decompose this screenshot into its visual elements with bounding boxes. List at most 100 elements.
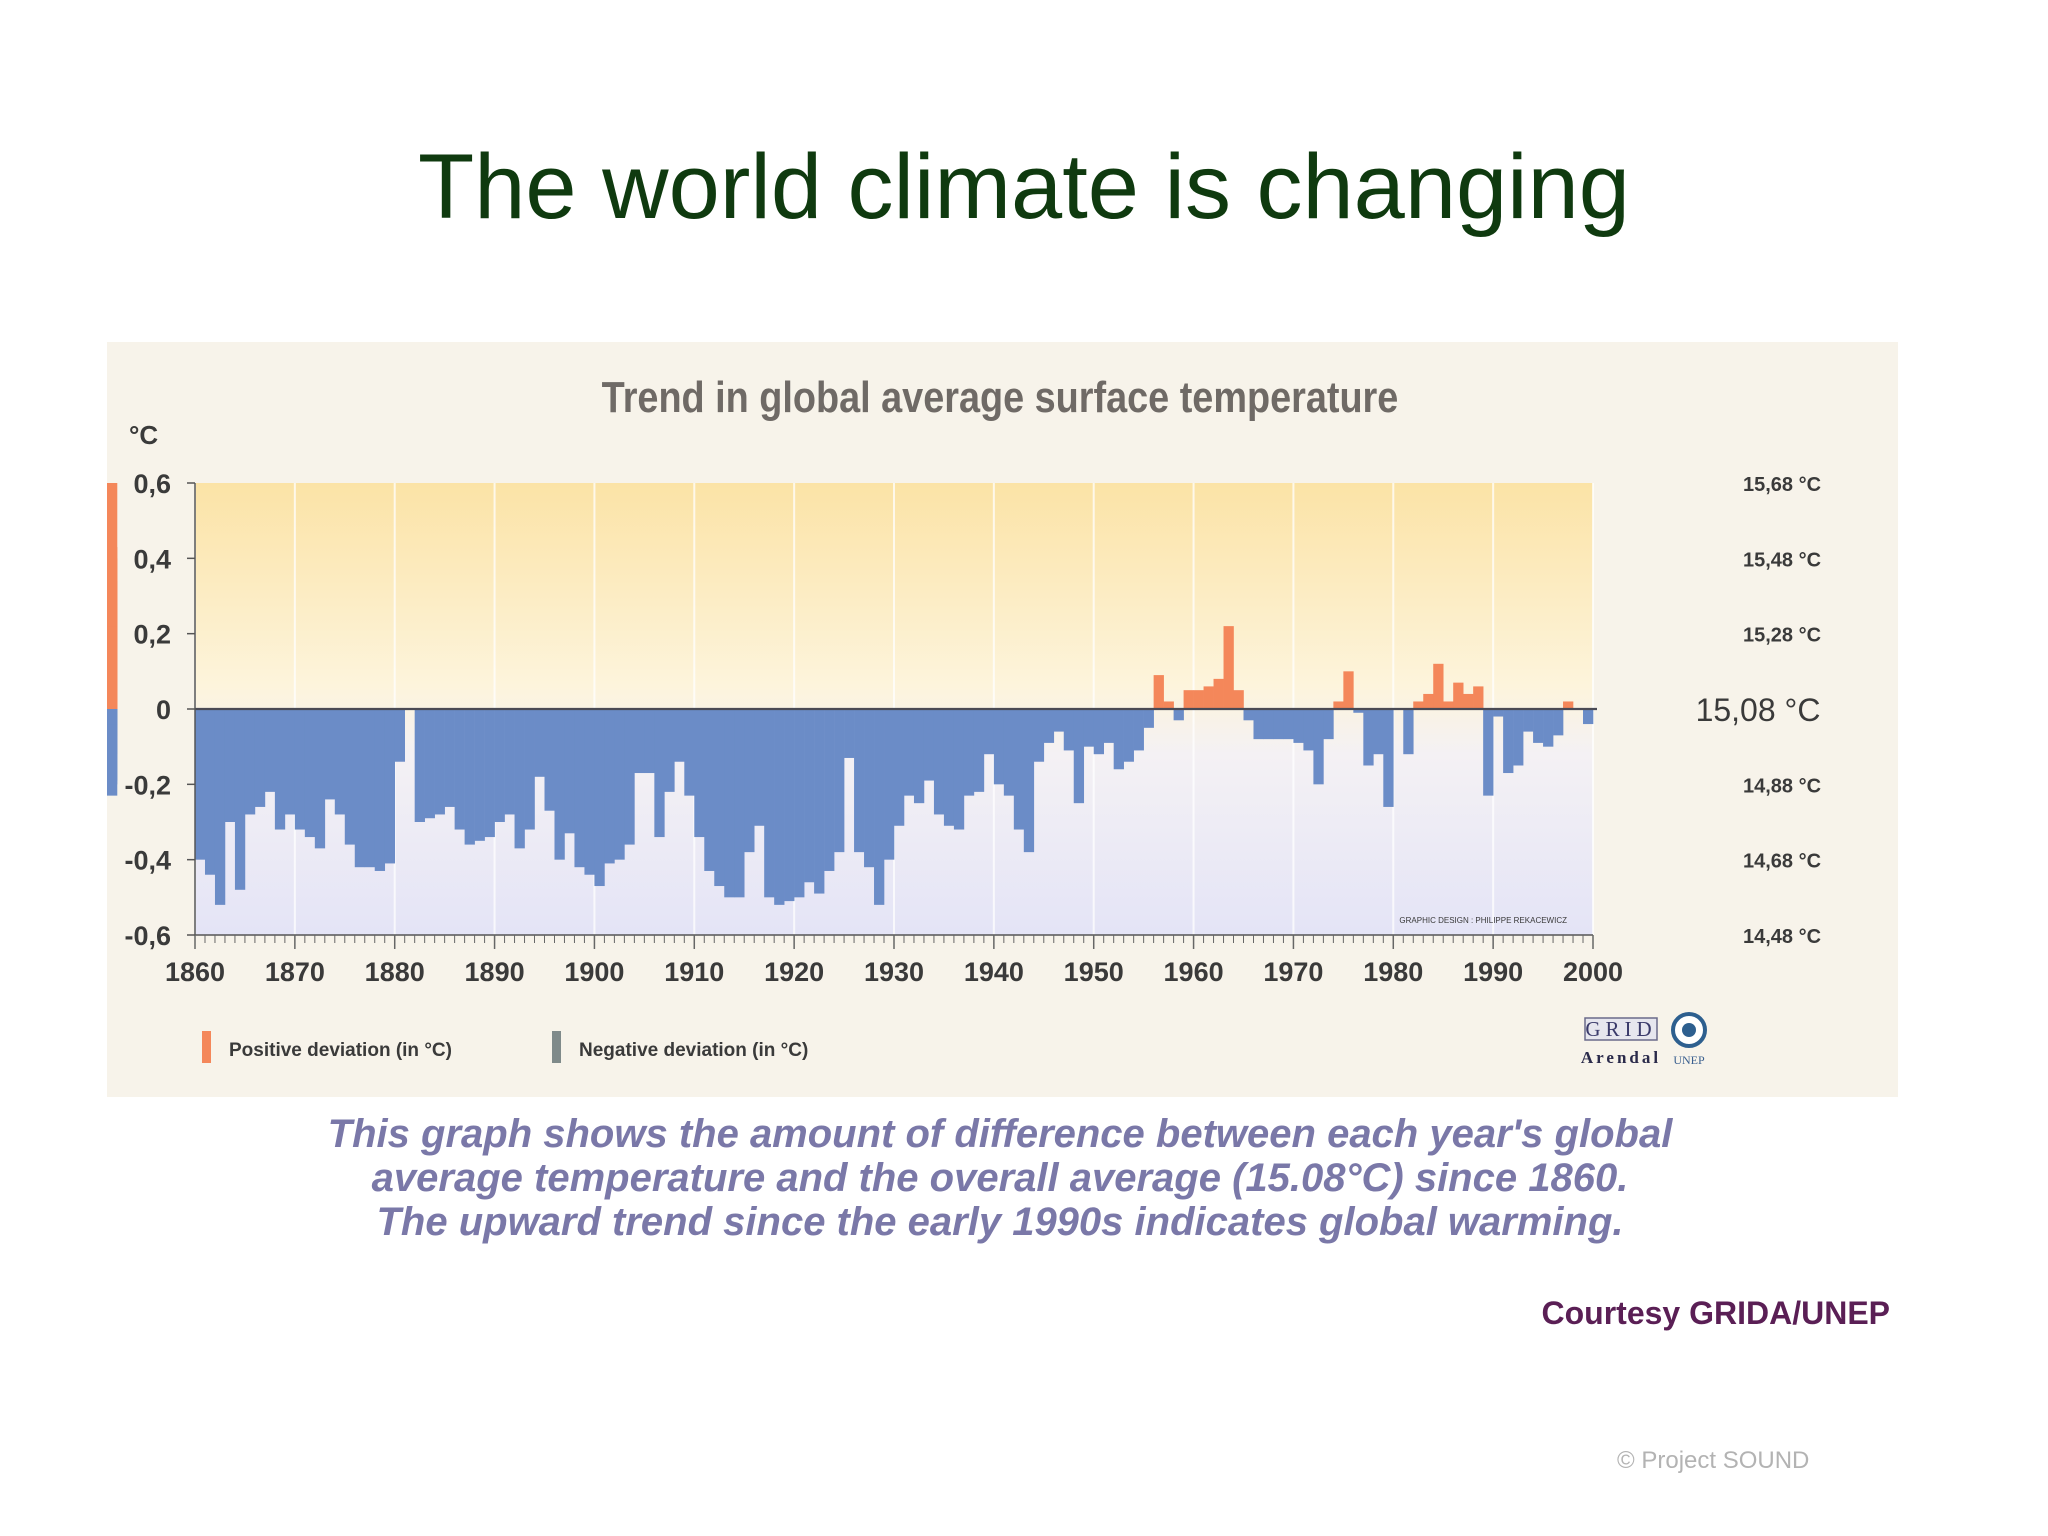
bar <box>1533 709 1544 743</box>
bar <box>604 709 615 864</box>
x-tick-label: 1930 <box>864 957 924 987</box>
y-tick-label: 0,4 <box>133 544 171 574</box>
bar <box>1123 709 1134 762</box>
bar <box>1423 693 1434 709</box>
bar <box>674 709 685 762</box>
bar <box>594 709 605 887</box>
bar <box>1543 709 1554 747</box>
bar <box>1173 709 1184 721</box>
y-tick-label: -0,2 <box>124 770 171 800</box>
bar <box>504 709 515 815</box>
bar <box>384 709 396 864</box>
bar <box>344 709 356 845</box>
bar <box>724 709 735 898</box>
x-tick-label: 1970 <box>1263 957 1323 987</box>
legend-negative-swatch <box>552 1031 561 1063</box>
bar <box>1003 709 1015 796</box>
bar <box>584 709 595 875</box>
bar <box>334 709 346 815</box>
bar <box>444 709 455 807</box>
bar <box>864 709 875 868</box>
bar <box>1583 709 1594 725</box>
bar <box>464 709 475 845</box>
bar <box>1263 709 1274 740</box>
unep-logo-text: UNEP <box>1673 1053 1705 1067</box>
chart-panel: 1860 1870 1880 1890 1900 1910 1920 1930 1940 1950… <box>107 342 1898 1097</box>
bar <box>574 709 585 868</box>
bar <box>1353 709 1364 713</box>
grid-logo-subtext: Arendal <box>1581 1048 1661 1067</box>
bar <box>963 709 975 796</box>
bar <box>374 709 386 871</box>
bar <box>983 709 995 755</box>
bar <box>107 626 118 709</box>
bar <box>913 709 925 804</box>
bar <box>854 709 865 853</box>
bar <box>1033 709 1045 762</box>
bar <box>774 709 785 905</box>
bar <box>1323 709 1334 740</box>
x-tick-label: 1990 <box>1463 957 1523 987</box>
bar <box>204 709 216 875</box>
x-tick-label: 1920 <box>764 957 824 987</box>
bar <box>324 709 336 800</box>
bar <box>1233 690 1244 709</box>
bar <box>1193 690 1204 709</box>
bar <box>214 709 226 905</box>
bar <box>1433 663 1444 709</box>
bar <box>1153 675 1164 709</box>
x-tick-label: 1980 <box>1363 957 1423 987</box>
bar <box>1523 709 1534 732</box>
bar <box>894 709 905 826</box>
bar <box>1443 701 1454 709</box>
bar <box>824 709 835 871</box>
x-tick-label: 1960 <box>1164 957 1224 987</box>
legend-positive-label: Positive deviation (in °C) <box>229 1040 452 1061</box>
bar <box>354 709 366 868</box>
bar <box>1363 709 1374 766</box>
bar <box>953 709 965 830</box>
bar <box>264 709 276 792</box>
bar <box>943 709 955 826</box>
bar <box>454 709 465 830</box>
slide-title: The world climate is changing <box>418 136 1630 238</box>
bar <box>1483 709 1494 796</box>
x-tick-label: 1950 <box>1064 957 1124 987</box>
bar <box>254 709 266 807</box>
bar <box>1183 690 1194 709</box>
bar <box>1343 671 1354 709</box>
bar <box>1553 709 1564 736</box>
legend: Positive deviation (in °C) Negative devi… <box>202 1031 808 1063</box>
bar <box>884 709 895 860</box>
bar <box>195 709 206 860</box>
bar <box>304 709 316 838</box>
bar <box>1403 709 1414 755</box>
x-tick-label: 1860 <box>165 957 225 987</box>
bar <box>644 709 655 774</box>
axis-layer: 1860 1870 1880 1890 1900 1910 1920 1930 1940 1950… <box>124 469 1821 987</box>
bar <box>364 709 376 868</box>
bar <box>234 709 246 890</box>
x-tick-label: 1880 <box>365 957 425 987</box>
bar <box>1383 709 1394 807</box>
unep-logo: UNEP <box>1671 1012 1707 1067</box>
bar <box>923 709 935 781</box>
bar <box>554 709 565 860</box>
bar <box>734 709 745 898</box>
bar <box>804 709 815 883</box>
x-tick-label: 1900 <box>564 957 624 987</box>
bar <box>1503 709 1514 774</box>
bar <box>614 709 625 860</box>
bar <box>244 709 256 815</box>
y-tick-label: 0 <box>156 695 171 725</box>
legend-negative-label: Negative deviation (in °C) <box>579 1040 808 1061</box>
right-axis-label: 15,48 °C <box>1743 549 1821 571</box>
courtesy-credit: Courtesy GRIDA/UNEP <box>1541 1295 1891 1331</box>
bar <box>107 709 118 796</box>
bar <box>1493 709 1504 717</box>
bar <box>1103 709 1114 743</box>
bar <box>314 709 326 849</box>
bar <box>1373 709 1384 755</box>
bar <box>1063 709 1075 751</box>
bar <box>694 709 705 838</box>
